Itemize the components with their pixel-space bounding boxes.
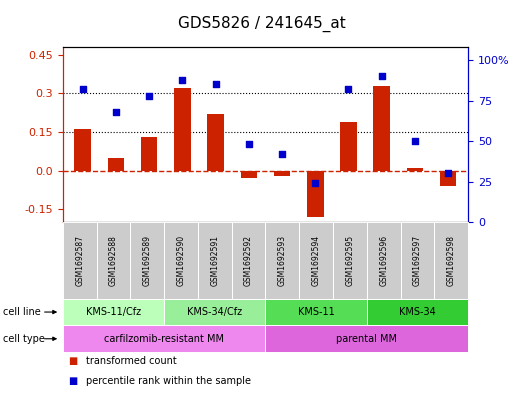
Bar — [274, 171, 290, 176]
Point — [178, 76, 187, 83]
Text: GSM1692588: GSM1692588 — [109, 235, 118, 286]
Bar — [174, 88, 191, 171]
Text: KMS-34/Cfz: KMS-34/Cfz — [187, 307, 242, 317]
Bar — [108, 158, 124, 171]
Text: GSM1692598: GSM1692598 — [447, 235, 456, 286]
Bar — [141, 137, 157, 171]
Text: transformed count: transformed count — [86, 356, 177, 366]
Bar — [207, 114, 224, 171]
Text: cell type: cell type — [3, 334, 44, 344]
Text: GSM1692592: GSM1692592 — [244, 235, 253, 286]
Point — [245, 141, 253, 147]
Text: GDS5826 / 241645_at: GDS5826 / 241645_at — [178, 16, 345, 32]
Bar — [74, 129, 91, 171]
Point — [278, 151, 286, 157]
Point — [311, 180, 320, 186]
Point — [444, 170, 452, 176]
Bar — [406, 168, 423, 171]
Text: percentile rank within the sample: percentile rank within the sample — [86, 376, 251, 386]
Text: GSM1692587: GSM1692587 — [75, 235, 84, 286]
Text: GSM1692590: GSM1692590 — [176, 235, 186, 286]
Text: parental MM: parental MM — [336, 334, 397, 344]
Text: GSM1692591: GSM1692591 — [210, 235, 219, 286]
Text: GSM1692595: GSM1692595 — [345, 235, 355, 286]
Point — [145, 93, 153, 99]
Point — [112, 109, 120, 115]
Text: ■: ■ — [68, 356, 77, 366]
Text: KMS-11: KMS-11 — [298, 307, 335, 317]
Point — [411, 138, 419, 144]
Text: GSM1692594: GSM1692594 — [312, 235, 321, 286]
Text: GSM1692596: GSM1692596 — [379, 235, 388, 286]
Point — [378, 73, 386, 79]
Text: GSM1692597: GSM1692597 — [413, 235, 422, 286]
Text: cell line: cell line — [3, 307, 40, 317]
Text: KMS-11/Cfz: KMS-11/Cfz — [86, 307, 141, 317]
Text: ■: ■ — [68, 376, 77, 386]
Text: carfilzomib-resistant MM: carfilzomib-resistant MM — [104, 334, 224, 344]
Text: GSM1692593: GSM1692593 — [278, 235, 287, 286]
Point — [344, 86, 353, 92]
Point — [78, 86, 87, 92]
Point — [211, 81, 220, 88]
Text: GSM1692589: GSM1692589 — [143, 235, 152, 286]
Bar — [373, 86, 390, 171]
Text: KMS-34: KMS-34 — [399, 307, 436, 317]
Bar — [307, 171, 324, 217]
Bar — [241, 171, 257, 178]
Bar — [440, 171, 457, 186]
Bar — [340, 122, 357, 171]
